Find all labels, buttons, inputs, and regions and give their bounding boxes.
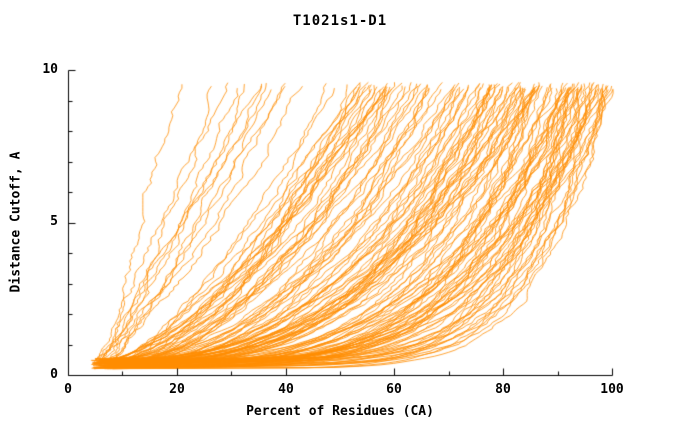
x-tick-label-80: 80 [495, 382, 511, 397]
x-tick-label-60: 60 [386, 382, 402, 397]
y-tick-label-0: 0 [50, 367, 58, 382]
x-tick-label-40: 40 [278, 382, 294, 397]
x-axis-label: Percent of Residues (CA) [246, 404, 434, 419]
y-axis-label: Distance Cutoff, A [8, 151, 24, 293]
chart-title: T1021s1-D1 [292, 13, 388, 29]
x-tick-label-20: 20 [169, 382, 185, 397]
x-tick-label-100: 100 [600, 382, 624, 397]
y-tick-label-5: 5 [50, 214, 58, 229]
y-tick-label-10: 10 [42, 62, 58, 77]
x-tick-label-0: 0 [64, 382, 72, 397]
